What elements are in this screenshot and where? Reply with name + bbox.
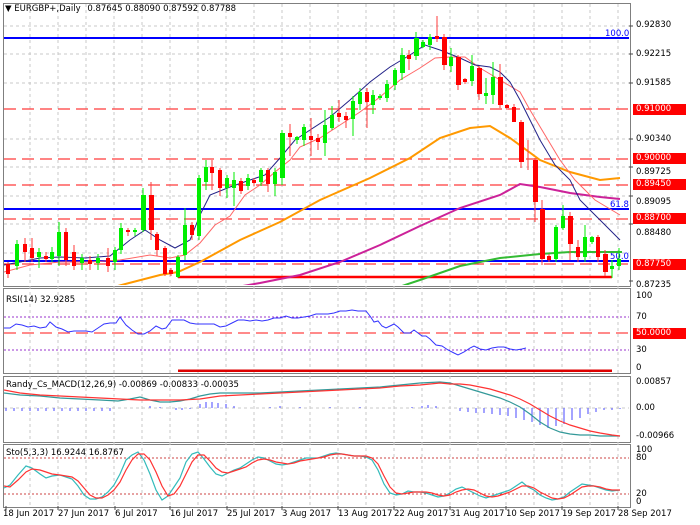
rsi-title: RSI(14) 32.9285 — [6, 295, 76, 305]
rsi-tick: 70 — [636, 312, 647, 322]
price-tick: 0.89725 — [636, 167, 672, 177]
price-tick: 0.90340 — [636, 134, 672, 144]
date-tick: 6 Jul 2017 — [115, 509, 158, 519]
date-tick: 13 Aug 2017 — [338, 509, 393, 519]
level-badge: 0.89450 — [633, 179, 686, 190]
close-value: 0.87788 — [200, 4, 237, 14]
candles — [6, 16, 621, 278]
macd-title: Randy_Cs_MACD(12,26,9) -0.00869 -0.00833… — [6, 380, 239, 390]
date-tick: 31 Aug 2017 — [450, 509, 505, 519]
ma-green — [401, 251, 622, 285]
date-tick: 16 Jul 2017 — [170, 509, 219, 519]
stoch-d-line — [4, 453, 620, 500]
ma-slow — [4, 56, 621, 273]
macd-tick: 0.00857 — [636, 377, 672, 387]
rsi-tick: 100 — [636, 291, 653, 301]
macd-main-line — [4, 381, 620, 437]
stoch-title: Sto(5,3,3) 16.9244 16.8767 — [6, 448, 124, 458]
date-tick: 25 Jul 2017 — [227, 509, 276, 519]
rsi-pane[interactable] — [3, 288, 631, 374]
date-tick: 22 Aug 2017 — [394, 509, 449, 519]
rsi-chart — [4, 309, 629, 372]
date-tick: 28 Sep 2017 — [618, 509, 672, 519]
comma-separator: , — [56, 4, 60, 14]
stoch-tick: 20 — [636, 489, 647, 499]
date-tick: 19 Sep 2017 — [562, 509, 616, 519]
stoch-tick: 0 — [636, 497, 642, 507]
price-tick: 0.89095 — [636, 197, 672, 207]
date-tick: 10 Sep 2017 — [506, 509, 560, 519]
resistance-levels — [4, 108, 629, 265]
ma-fast — [4, 44, 621, 266]
level-badge: 0.90000 — [633, 153, 686, 164]
fib-label-100: 100.0 — [605, 29, 629, 39]
stoch-tick: 100 — [636, 445, 653, 455]
high-value: 0.88090 — [125, 4, 161, 14]
level-badge: 0.88700 — [633, 213, 686, 224]
rsi-level-badge: 50.0000 — [633, 328, 686, 339]
stochastic-pane[interactable] — [3, 444, 631, 508]
macd-tick: 0.00 — [636, 403, 655, 413]
price-tick: 0.88480 — [636, 228, 672, 238]
macd-chart — [4, 381, 629, 437]
fib-label-618: 61.8 — [610, 200, 629, 210]
rsi-tick: 0 — [636, 363, 642, 373]
level-badge: 0.87750 — [633, 259, 686, 270]
low-value: 0.87592 — [163, 4, 199, 14]
price-chart: 100.0 61.8 50.0 — [4, 16, 629, 285]
chart-header[interactable]: ▼ EURGBP+,Daily 0.87645 0.88090 0.87592 … — [5, 4, 236, 14]
stochastic-chart — [4, 451, 629, 501]
timeframe-label: Daily — [59, 4, 81, 14]
date-tick: 27 Jun 2017 — [58, 509, 110, 519]
level-badge: 0.91000 — [633, 104, 686, 115]
price-tick: 0.91585 — [636, 78, 672, 88]
ma-magenta — [242, 182, 621, 285]
ma-orange — [117, 124, 621, 285]
macd-histogram — [5, 402, 621, 428]
stoch-tick: 80 — [636, 453, 647, 463]
fibonacci-lines — [4, 37, 629, 262]
open-value: 0.87645 — [87, 4, 123, 14]
collapse-triangle-icon[interactable]: ▼ — [5, 4, 12, 14]
macd-pane[interactable] — [3, 376, 631, 443]
main-price-pane[interactable] — [3, 3, 631, 287]
price-tick: 0.92830 — [636, 20, 672, 30]
macd-signal-line — [4, 382, 621, 437]
symbol-label: EURGBP+ — [14, 4, 57, 14]
rsi-tick: 30 — [636, 345, 647, 355]
macd-tick: -0.00966 — [636, 431, 675, 441]
date-tick: 18 Jun 2017 — [3, 509, 55, 519]
price-tick: 0.87235 — [636, 280, 672, 290]
price-tick: 0.92215 — [636, 49, 672, 59]
date-tick: 3 Aug 2017 — [282, 509, 332, 519]
